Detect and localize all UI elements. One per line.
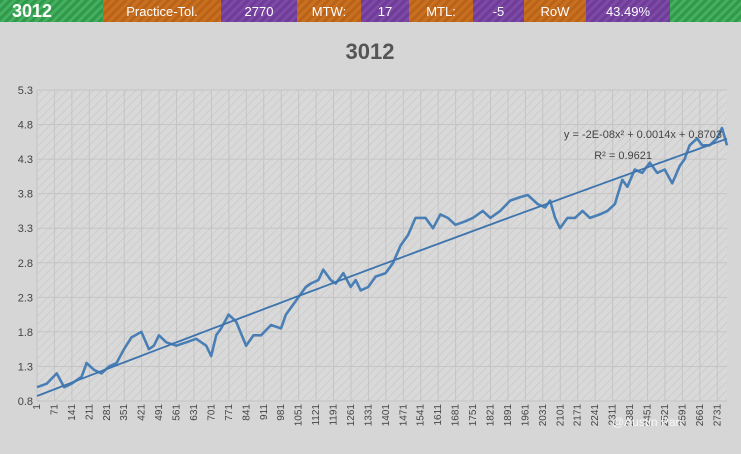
x-tick-label: 1611 (433, 404, 444, 426)
x-tick-label: 141 (67, 404, 78, 421)
x-tick-label: 1821 (486, 404, 497, 427)
x-tick-label: 2311 (608, 404, 619, 426)
practice-tol-label: Practice-Tol. (103, 0, 221, 22)
r-squared-label: R² = 0.9621 (594, 150, 652, 162)
x-tick-label: 1751 (468, 404, 479, 427)
x-tick-label: 211 (84, 404, 95, 420)
x-tick-label: 71 (49, 404, 60, 416)
x-tick-label: 1541 (416, 404, 427, 427)
x-tick-label: 2591 (677, 404, 688, 427)
price-series-line (36, 126, 729, 389)
x-tick-label: 2031 (538, 404, 549, 427)
x-tick-label: 2451 (643, 404, 654, 427)
y-tick-label: 1.8 (18, 327, 33, 339)
x-tick-label: 1121 (311, 404, 322, 426)
plot-area (37, 90, 727, 401)
x-tick-label: 631 (189, 404, 200, 421)
trendline (36, 137, 728, 397)
header-filler (670, 0, 741, 22)
mtl-value: -5 (473, 0, 524, 22)
x-tick-label: 491 (154, 404, 165, 421)
watermark: @Austin Pan (612, 415, 682, 429)
x-tick-label: 1261 (346, 404, 357, 427)
y-tick-label: 5.3 (18, 85, 33, 97)
row-label: RoW (524, 0, 586, 22)
x-tick-label: 771 (224, 404, 235, 421)
trendline-equation: y = -2E-08x² + 0.0014x + 0.8703 (564, 129, 722, 141)
x-tick-label: 1891 (503, 404, 514, 427)
x-tick-label: 911 (259, 404, 270, 420)
y-tick-label: 1.3 (18, 361, 33, 373)
practice-tol-value: 2770 (221, 0, 297, 22)
chart-title: 3012 (346, 39, 395, 64)
x-tick-label: 2661 (695, 404, 706, 427)
x-tick-label: 561 (172, 404, 183, 421)
strategy-id-label: 3012 (0, 0, 103, 22)
x-tick-label: 2731 (712, 404, 723, 427)
mtw-value: 17 (361, 0, 409, 22)
x-tick-label: 1961 (520, 404, 531, 427)
y-tick-label: 4.8 (18, 120, 33, 132)
y-axis-ticks: 0.8 1.3 1.8 2.3 2.8 3.3 3.8 4.3 4.8 5.3 (18, 85, 33, 408)
y-tick-label: 2.8 (18, 258, 33, 270)
x-tick-label: 2381 (625, 404, 636, 427)
x-axis-ticks: 1 71 141 211 281 351 421 491 561 631 701 771 841 911 9… (32, 404, 723, 427)
x-tick-label: 2521 (660, 404, 671, 427)
row-value: 43.49% (586, 0, 670, 22)
y-tick-label: 4.3 (18, 154, 33, 166)
x-tick-label: 2101 (555, 404, 566, 427)
x-tick-label: 2171 (573, 404, 584, 427)
x-tick-label: 701 (206, 404, 217, 421)
x-tick-label: 281 (102, 404, 113, 421)
x-tick-label: 841 (241, 404, 252, 421)
stats-header-bar: 3012 Practice-Tol. 2770 MTW: 17 MTL: -5 … (0, 0, 741, 22)
y-tick-label: 0.8 (18, 396, 33, 408)
x-tick-label: 1 (32, 404, 43, 410)
x-tick-label: 1051 (294, 404, 305, 427)
x-tick-label: 1331 (363, 404, 374, 427)
x-tick-label: 981 (276, 404, 287, 421)
y-tick-label: 2.3 (18, 292, 33, 304)
line-chart: 3012 0.81.31.82.32.83.33.84.34.85.3 1 71 1… (18, 39, 729, 429)
x-tick-label: 1401 (381, 404, 392, 427)
x-tick-label: 2241 (590, 404, 601, 427)
x-tick-label: 1191 (329, 404, 340, 426)
grid-lines (36, 89, 727, 402)
mtl-label: MTL: (409, 0, 473, 22)
x-tick-label: 1471 (398, 404, 409, 427)
mtw-label: MTW: (297, 0, 361, 22)
x-tick-label: 421 (137, 404, 148, 421)
x-tick-label: 351 (119, 404, 130, 421)
y-tick-label: 3.8 (18, 189, 33, 201)
x-tick-label: 1681 (451, 404, 462, 427)
y-tick-label: 3.3 (18, 223, 33, 235)
